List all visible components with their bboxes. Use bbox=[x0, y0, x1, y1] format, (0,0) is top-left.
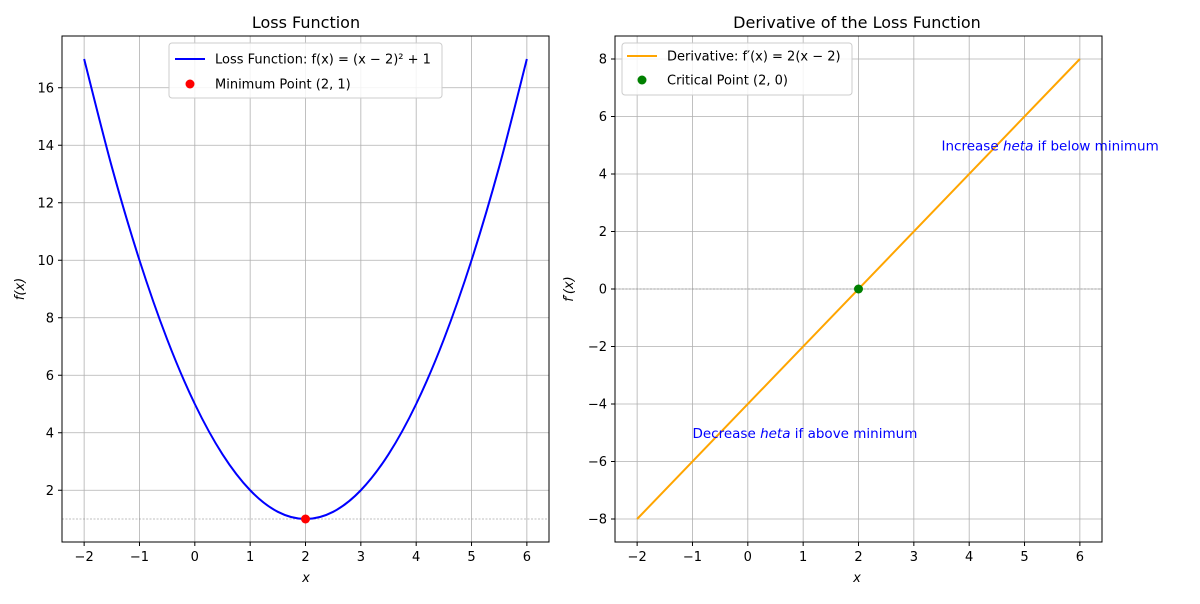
grid bbox=[62, 36, 549, 542]
legend-entry-label: Minimum Point (2, 1) bbox=[215, 78, 351, 93]
legend-marker-swatch bbox=[185, 79, 195, 89]
x-tick-label: −2 bbox=[628, 550, 647, 565]
y-tick-label: 0 bbox=[599, 283, 607, 298]
legend-entry-label: Loss Function: f(x) = (x − 2)² + 1 bbox=[215, 53, 431, 68]
x-axis-ticks: −2 −1 0 1 2 3 4 5 6 bbox=[628, 542, 1084, 565]
y-tick-label: 2 bbox=[599, 225, 607, 240]
x-axis-label: x bbox=[852, 571, 861, 586]
y-tick-label: −8 bbox=[588, 513, 607, 528]
points-layer bbox=[301, 514, 310, 524]
x-tick-label: 2 bbox=[301, 550, 309, 565]
x-tick-label: 0 bbox=[191, 550, 199, 565]
y-tick-label: 6 bbox=[599, 110, 607, 125]
y-axis-ticks: 2 4 6 8 10 12 14 16 bbox=[37, 81, 62, 499]
x-tick-label: −1 bbox=[130, 550, 149, 565]
y-tick-label: 4 bbox=[46, 426, 54, 441]
x-tick-label: 3 bbox=[910, 550, 918, 565]
legend-entry-label: Critical Point (2, 0) bbox=[667, 74, 788, 89]
legend-box bbox=[168, 42, 443, 99]
legend: Loss Function: f(x) = (x − 2)² + 1 Minim… bbox=[168, 42, 443, 99]
y-tick-label: 14 bbox=[37, 139, 54, 154]
y-tick-label: 16 bbox=[37, 81, 54, 96]
y-tick-label: −6 bbox=[588, 455, 607, 470]
x-tick-label: −1 bbox=[683, 550, 702, 565]
y-axis-label: f(x) bbox=[13, 278, 28, 300]
x-tick-label: 4 bbox=[965, 550, 973, 565]
y-tick-label: 10 bbox=[37, 254, 54, 269]
y-tick-label: −4 bbox=[588, 398, 607, 413]
annotation-text: Decrease heta if above minimum bbox=[692, 426, 917, 442]
y-tick-label: 4 bbox=[599, 168, 607, 183]
y-tick-label: 8 bbox=[46, 311, 54, 326]
x-tick-label: 3 bbox=[357, 550, 365, 565]
chart-title: Derivative of the Loss Function bbox=[733, 13, 981, 32]
chart-derivative: Derivative of the Loss Function −2 −1 0 1 2 3… bbox=[562, 13, 1159, 586]
y-tick-label: −2 bbox=[588, 340, 607, 355]
legend: Derivative: f′(x) = 2(x − 2) Critical Po… bbox=[621, 42, 853, 96]
data-point bbox=[301, 514, 310, 524]
legend-entry-label: Derivative: f′(x) = 2(x − 2) bbox=[667, 50, 841, 65]
legend-marker-swatch bbox=[637, 75, 647, 85]
annotations: Increase heta if below minimum Decrease h… bbox=[692, 138, 1158, 442]
x-tick-label: 4 bbox=[412, 550, 420, 565]
x-tick-label: 1 bbox=[246, 550, 254, 565]
x-tick-label: −2 bbox=[75, 550, 94, 565]
points-layer bbox=[854, 284, 863, 294]
y-tick-label: 12 bbox=[37, 196, 54, 211]
x-tick-label: 2 bbox=[854, 550, 862, 565]
y-tick-label: 8 bbox=[599, 53, 607, 68]
y-axis-label: f′(x) bbox=[562, 276, 577, 301]
y-tick-label: 6 bbox=[46, 369, 54, 384]
x-tick-label: 6 bbox=[523, 550, 531, 565]
y-tick-label: 2 bbox=[46, 484, 54, 499]
y-axis-ticks: −8 −6 −4 −2 0 2 4 6 8 bbox=[588, 53, 615, 528]
x-tick-label: 5 bbox=[467, 550, 475, 565]
x-axis-ticks: −2 −1 0 1 2 3 4 5 6 bbox=[75, 542, 531, 565]
x-tick-label: 0 bbox=[744, 550, 752, 565]
x-tick-label: 1 bbox=[799, 550, 807, 565]
annotation-text: Increase heta if below minimum bbox=[942, 138, 1159, 154]
x-tick-label: 6 bbox=[1076, 550, 1084, 565]
data-point bbox=[854, 284, 863, 294]
x-axis-label: x bbox=[301, 571, 310, 586]
legend-box bbox=[621, 42, 853, 96]
x-tick-label: 5 bbox=[1020, 550, 1028, 565]
chart-title: Loss Function bbox=[252, 13, 360, 32]
